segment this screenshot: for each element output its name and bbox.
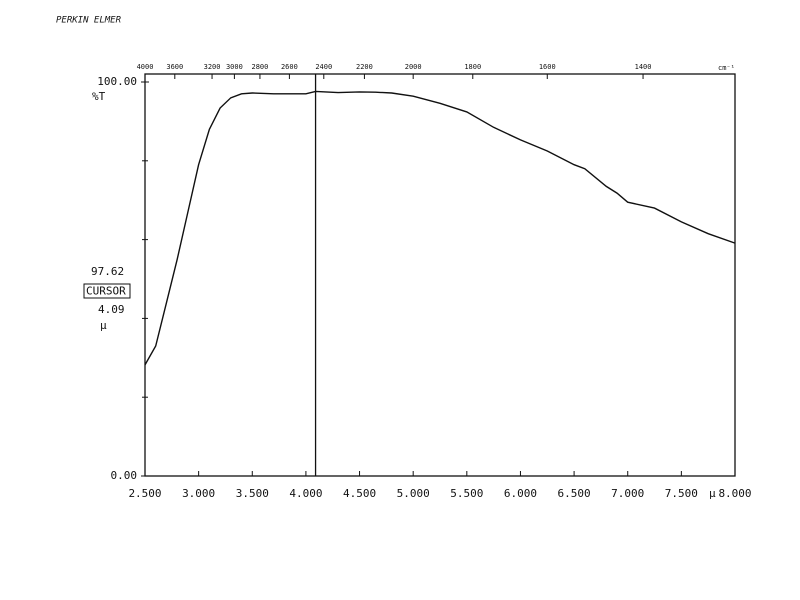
x-tick-label: 3.500 xyxy=(236,487,269,500)
x2-tick-label: 2200 xyxy=(356,63,373,71)
x-tick-label: 2.500 xyxy=(128,487,161,500)
x2-tick-label: 3200 xyxy=(204,63,221,71)
x2-axis-label: cm⁻¹ xyxy=(718,64,735,72)
x-unit: µ xyxy=(709,487,716,500)
x2-tick-label: 2000 xyxy=(405,63,422,71)
x-tick-label: 5.500 xyxy=(450,487,483,500)
x2-tick-label: 1800 xyxy=(464,63,481,71)
cursor-label: CURSOR xyxy=(86,285,126,298)
x-tick-label: 5.000 xyxy=(397,487,430,500)
x2-tick-label: 1600 xyxy=(539,63,556,71)
x-tick-label: 3.000 xyxy=(182,487,215,500)
cursor-x-value: 4.09 xyxy=(98,303,125,316)
spectrum-line xyxy=(144,90,736,366)
cursor-x-unit: µ xyxy=(100,319,107,332)
x-tick-label: 8.000 xyxy=(718,487,751,500)
cursor-y-value: 97.62 xyxy=(91,265,124,278)
x2-tick-label: 1400 xyxy=(635,63,652,71)
x2-tick-label: 3600 xyxy=(166,63,183,71)
x-tick-label: 4.000 xyxy=(289,487,322,500)
plot-frame xyxy=(144,73,736,477)
x2-tick-label: 4000 xyxy=(137,63,154,71)
chart-title: PERKIN ELMER xyxy=(56,16,122,26)
x2-tick-label: 2400 xyxy=(315,63,332,71)
y-tick-label: 0.00 xyxy=(111,469,138,482)
x2-tick-label: 2800 xyxy=(252,63,269,71)
x-tick-label: 6.500 xyxy=(558,487,591,500)
x2-tick-label: 3000 xyxy=(226,63,243,71)
y-axis-label: %T xyxy=(92,90,106,103)
x-tick-label: 7.000 xyxy=(611,487,644,500)
x-tick-label: 6.000 xyxy=(504,487,537,500)
x2-tick-label: 2600 xyxy=(281,63,298,71)
x-tick-label: 4.500 xyxy=(343,487,376,500)
cursor-box xyxy=(83,283,131,299)
y-tick-label: 100.00 xyxy=(97,75,137,88)
x-tick-label: 7.500 xyxy=(665,487,698,500)
